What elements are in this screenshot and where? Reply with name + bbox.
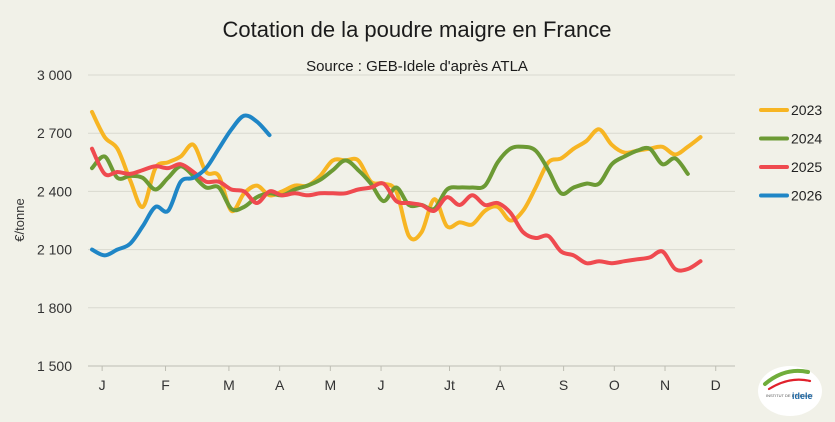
x-tick-label: A <box>496 377 506 393</box>
x-tick-label: J <box>99 377 106 393</box>
logo-brand-text: idele <box>792 391 813 401</box>
chart-subtitle: Source : GEB-Idele d'après ATLA <box>306 58 528 75</box>
series-line-2023 <box>90 109 703 242</box>
x-tick-label: F <box>161 377 170 393</box>
series-line-2025 <box>90 146 703 273</box>
logo-small-text: INSTITUT DE L'ÉLEVAGE <box>766 393 813 398</box>
y-tick-label: 2 100 <box>37 242 72 258</box>
idele-logo: INSTITUT DE L'ÉLEVAGE idele <box>758 366 822 416</box>
axis-layer: 1 500 1 800 2 100 2 400 2 700 3 000 J F M A M J Jt A S… <box>37 67 721 393</box>
x-tick-label: O <box>609 377 620 393</box>
x-tick-label: D <box>711 377 721 393</box>
x-tick-label: Jt <box>444 377 455 393</box>
legend: 2023 2024 2025 2026 <box>759 102 822 204</box>
legend-label-2025: 2025 <box>791 159 822 175</box>
legend-label-2023: 2023 <box>791 102 822 118</box>
legend-label-2024: 2024 <box>791 131 822 147</box>
logo-swoosh-green-icon <box>763 368 810 386</box>
y-axis-label: €/tonne <box>12 198 27 241</box>
x-tick-label: S <box>559 377 568 393</box>
chart-title: Cotation de la poudre maigre en France <box>223 17 612 42</box>
x-tick-label: M <box>325 377 337 393</box>
y-tick-label: 1 800 <box>37 300 72 316</box>
legend-label-2026: 2026 <box>791 188 822 204</box>
y-tick-label: 3 000 <box>37 67 72 83</box>
grid-layer <box>88 74 735 367</box>
y-tick-label: 1 500 <box>37 358 72 374</box>
x-tick-label: M <box>223 377 235 393</box>
x-tick-label: J <box>378 377 385 393</box>
series-line-2026 <box>90 113 272 258</box>
y-tick-label: 2 700 <box>37 125 72 141</box>
logo-swoosh-red-icon <box>767 378 812 391</box>
x-tick-label: N <box>660 377 670 393</box>
series-layer <box>90 109 703 273</box>
y-tick-label: 2 400 <box>37 183 72 199</box>
x-tick-label: A <box>275 377 285 393</box>
